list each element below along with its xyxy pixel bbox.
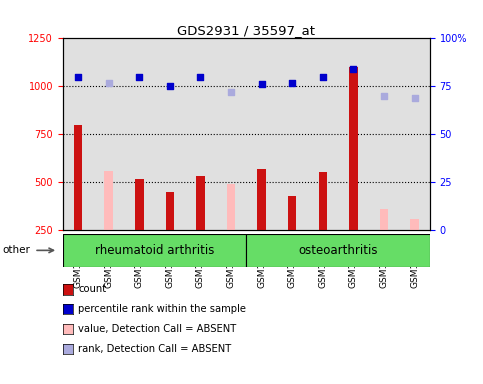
Point xyxy=(227,89,235,95)
Bar xyxy=(166,192,174,230)
Bar xyxy=(318,172,327,230)
Point xyxy=(166,83,174,89)
Bar xyxy=(410,219,419,230)
Text: rank, Detection Call = ABSENT: rank, Detection Call = ABSENT xyxy=(78,344,231,354)
Point xyxy=(380,93,388,99)
Bar xyxy=(135,179,143,230)
Text: other: other xyxy=(2,245,30,255)
Point xyxy=(105,79,113,86)
Bar xyxy=(380,209,388,230)
Text: osteoarthritis: osteoarthritis xyxy=(298,244,378,257)
Title: GDS2931 / 35597_at: GDS2931 / 35597_at xyxy=(177,24,315,37)
Bar xyxy=(246,234,430,267)
Point xyxy=(258,81,266,88)
Bar xyxy=(196,176,205,230)
Point xyxy=(197,74,204,80)
Point xyxy=(411,95,418,101)
Bar xyxy=(288,196,297,230)
Text: percentile rank within the sample: percentile rank within the sample xyxy=(78,304,246,314)
Point xyxy=(135,74,143,80)
Point xyxy=(350,66,357,72)
Bar xyxy=(257,169,266,230)
Text: rheumatoid arthritis: rheumatoid arthritis xyxy=(95,244,214,257)
Bar xyxy=(227,184,235,230)
Point xyxy=(74,74,82,80)
Point xyxy=(319,74,327,80)
Text: value, Detection Call = ABSENT: value, Detection Call = ABSENT xyxy=(78,324,237,334)
Bar xyxy=(104,171,113,230)
Bar xyxy=(63,234,246,267)
Bar xyxy=(74,125,83,230)
Text: count: count xyxy=(78,284,106,294)
Point xyxy=(288,79,296,86)
Bar xyxy=(349,67,358,230)
